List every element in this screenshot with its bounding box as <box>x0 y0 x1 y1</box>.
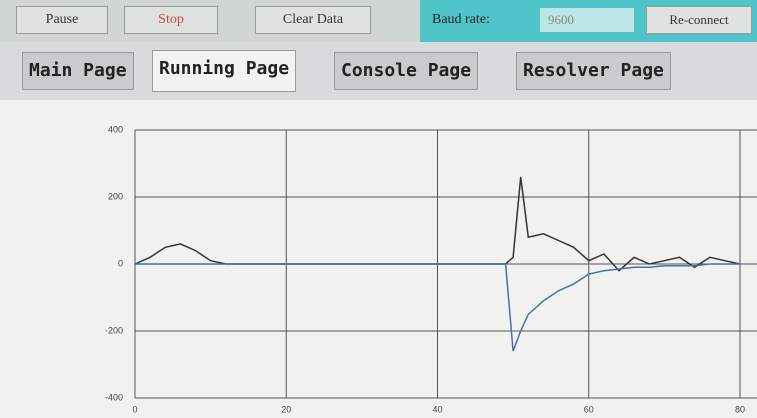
y-tick-label: 200 <box>108 191 123 201</box>
screen: Pause Stop Clear Data Baud rate: 9600 Re… <box>0 0 757 418</box>
x-tick-label: 20 <box>281 404 291 414</box>
x-tick-label: 0 <box>132 404 137 414</box>
tab[interactable]: Running Page <box>152 50 296 92</box>
pause-button[interactable]: Pause <box>16 6 108 34</box>
y-tick-label: 400 <box>108 124 123 134</box>
y-tick-label: 0 <box>118 258 123 268</box>
tab[interactable]: Main Page <box>22 52 134 90</box>
chart-background <box>0 100 757 418</box>
baud-panel: Baud rate: 9600 Re-connect <box>420 0 757 42</box>
x-tick-label: 80 <box>735 404 745 414</box>
y-tick-label: -200 <box>105 325 123 335</box>
tab[interactable]: Resolver Page <box>516 52 671 90</box>
tab[interactable]: Console Page <box>334 52 478 90</box>
toolbar: Pause Stop Clear Data Baud rate: 9600 Re… <box>0 0 757 42</box>
clear-button[interactable]: Clear Data <box>255 6 371 34</box>
reconnect-button[interactable]: Re-connect <box>646 6 752 34</box>
x-tick-label: 60 <box>584 404 594 414</box>
baud-label: Baud rate: <box>432 12 490 28</box>
baud-input[interactable]: 9600 <box>540 8 634 32</box>
chart: -400 -200 0 200 400 0 20 40 60 80 <box>0 100 757 418</box>
stop-button[interactable]: Stop <box>124 6 218 34</box>
x-tick-label: 40 <box>432 404 442 414</box>
y-tick-label: -400 <box>105 392 123 402</box>
